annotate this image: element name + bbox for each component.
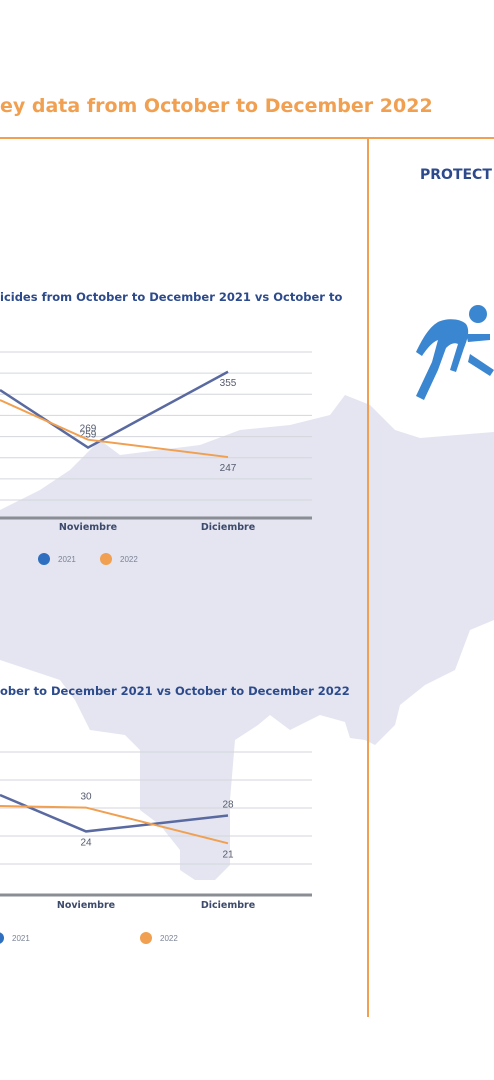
series-line-2021 xyxy=(0,370,229,450)
legend-label-2021: 2021 xyxy=(58,555,76,564)
data-label: 269 xyxy=(80,424,97,435)
map-region xyxy=(0,395,494,880)
right-panel-heading: PROTECT xyxy=(420,167,492,183)
map-silhouette xyxy=(0,395,494,880)
category-label: Noviembre xyxy=(59,522,117,533)
category-label: Diciembre xyxy=(201,522,255,533)
column-divider xyxy=(367,137,369,1017)
chart-2-title: ober to December 2021 vs October to Dece… xyxy=(0,684,350,698)
legend-marker-2021 xyxy=(0,932,4,944)
data-label: 24 xyxy=(80,837,92,848)
series-line-2021 xyxy=(0,793,229,833)
legend-marker-2022 xyxy=(140,932,152,944)
series-line-2022 xyxy=(0,805,229,845)
legend-marker-2022 xyxy=(100,553,112,565)
series-line-2022 xyxy=(0,399,229,459)
legend-label-2021: 2021 xyxy=(12,934,30,943)
data-label: 247 xyxy=(220,463,237,474)
legend-label-2022: 2022 xyxy=(120,555,138,564)
page-title: ey data from October to December 2022 xyxy=(0,95,433,117)
legend-marker-2021 xyxy=(38,553,50,565)
chart-2: Noviembre Diciembre 24 28 30 21 2021 2022 xyxy=(0,751,312,944)
chart-1: Noviembre Diciembre 259 355 269 247 2021 2022 xyxy=(0,351,312,565)
data-label: 355 xyxy=(220,378,237,389)
data-label: 28 xyxy=(222,800,234,811)
category-label: Diciembre xyxy=(201,900,255,911)
chart-1-title: icides from October to December 2021 vs … xyxy=(0,290,343,304)
category-label: Noviembre xyxy=(57,900,115,911)
running-person-icon xyxy=(416,305,494,400)
data-label: 30 xyxy=(80,792,92,803)
data-label: 21 xyxy=(222,849,234,860)
header-divider xyxy=(0,137,494,139)
data-label: 259 xyxy=(80,430,97,441)
legend-label-2022: 2022 xyxy=(160,934,178,943)
